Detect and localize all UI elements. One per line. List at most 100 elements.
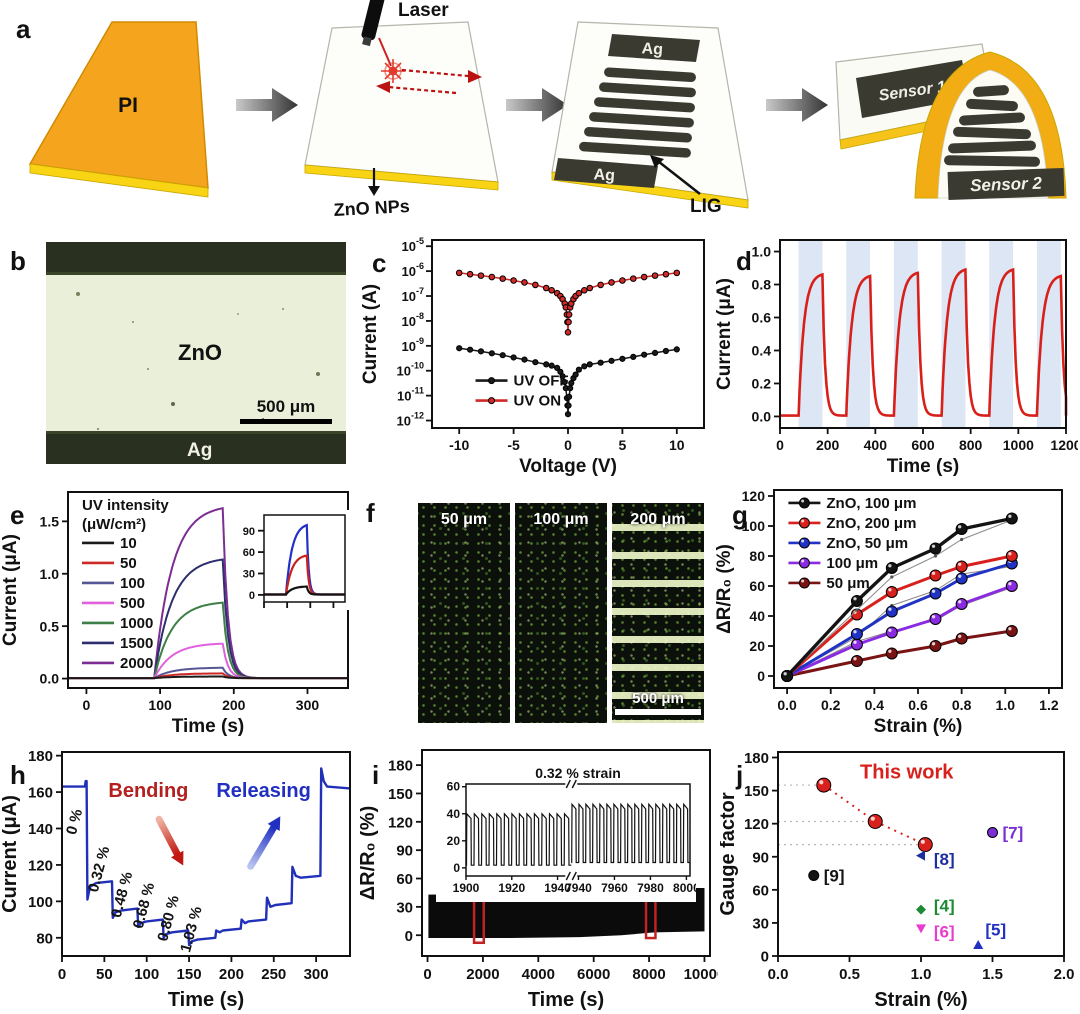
svg-text:0 %: 0 % [63,807,86,836]
svg-text:150: 150 [388,786,413,803]
ag-bottom-label: Ag [593,166,615,184]
svg-text:100: 100 [120,575,145,592]
svg-text:1.0: 1.0 [996,697,1016,713]
ag-electrode-top [608,34,700,62]
svg-text:300: 300 [296,697,320,713]
svg-text:120: 120 [28,857,53,874]
svg-text:Strain (%): Strain (%) [874,989,967,1011]
svg-text:0: 0 [58,966,66,983]
svg-text:0.6: 0.6 [752,310,772,326]
svg-text:[9]: [9] [824,867,845,886]
svg-text:0.2: 0.2 [821,697,841,713]
svg-text:-5: -5 [507,437,520,453]
micrograph-100um: 100 μm [515,503,607,723]
svg-text:0.80 %: 0.80 % [154,894,183,944]
svg-text:0: 0 [757,668,765,684]
lig-label: LIG [690,196,722,217]
svg-text:ZnO, 100 μm: ZnO, 100 μm [826,495,916,512]
svg-text:1.0: 1.0 [911,966,932,983]
zno-layer-label: ZnO [178,339,222,365]
svg-text:10-6: 10-6 [402,261,424,279]
svg-text:[8]: [8] [934,850,955,869]
scale-bar-f: 500 μm [615,690,701,715]
svg-text:0: 0 [564,437,572,453]
svg-text:10-10: 10-10 [397,361,424,379]
svg-text:100: 100 [148,697,172,713]
svg-text:8000: 8000 [673,881,696,895]
svg-text:[4]: [4] [934,896,955,915]
panel-letter-h: h [10,760,26,790]
svg-text:ΔR/R₀ (%): ΔR/R₀ (%) [360,806,379,901]
svg-text:120: 120 [744,816,769,833]
panel-letter-g: g [732,500,748,530]
svg-text:0: 0 [83,697,91,713]
svg-text:10: 10 [120,535,137,552]
svg-text:20: 20 [749,638,765,654]
svg-text:60: 60 [396,871,413,888]
svg-text:Voltage (V): Voltage (V) [519,456,617,477]
ag-layer-bottom: Ag [46,431,346,464]
micrograph-50um-label: 50 μm [440,511,488,528]
panel-j-gauge-factor-chart: This work [9] [8] [7] [4] [6] [5] 0.0 0.5 1.0 1.5 2… [717,742,1078,1012]
svg-text:140: 140 [28,821,53,838]
svg-text:1.0: 1.0 [40,566,60,582]
svg-text:100: 100 [742,518,766,534]
svg-text:Time (s): Time (s) [168,989,244,1011]
svg-text:500: 500 [120,595,145,612]
panel-f-micrographs: 50 μm 100 μm 200 μm 500 μm [360,482,716,738]
sensor2-pad: Sensor 2 [947,167,1065,200]
process-arrow-3 [766,88,828,122]
flexible-sensors: Sensor 1 Sensor 2 [835,43,1067,200]
panel-b-micrograph: ZnO 500 μm Ag [46,242,346,464]
svg-text:7980: 7980 [637,881,664,895]
svg-text:150: 150 [177,966,202,983]
svg-text:1.03 %: 1.03 % [177,905,206,955]
svg-text:Bending: Bending [108,780,188,802]
panel-e-inset-chart: 0 30 60 90 [240,510,350,610]
svg-text:10-8: 10-8 [402,311,424,329]
svg-text:1940: 1940 [544,881,571,895]
svg-text:[6]: [6] [934,923,955,942]
svg-text:[5]: [5] [985,921,1006,940]
svg-text:Time (s): Time (s) [172,716,245,737]
panel-letter-b: b [10,246,26,276]
svg-text:100: 100 [134,966,159,983]
svg-text:60: 60 [752,882,769,899]
svg-text:0: 0 [776,437,784,453]
panel-letter-i: i [372,760,380,790]
svg-text:10: 10 [669,437,685,453]
lig-lines [579,67,696,158]
ag-layer-label: Ag [187,440,213,461]
svg-text:0: 0 [761,949,769,966]
panel-c-iv-chart: -10 -5 0 5 10 10-5 10-6 10-7 10-8 10-9 10-10 10-11 1… [360,232,716,478]
micrograph-50um: 50 μm [418,503,510,723]
svg-text:0.32 % strain: 0.32 % strain [535,765,621,781]
panel-letter-d: d [736,246,752,276]
sensor2-label: Sensor 2 [970,174,1043,196]
svg-text:200: 200 [816,437,840,453]
pi-substrate: PI [28,21,209,198]
svg-text:0.8: 0.8 [952,697,972,713]
svg-text:5: 5 [619,437,627,453]
svg-text:Current (μA): Current (μA) [716,278,735,390]
scale-bar-b-text: 500 μm [256,397,316,416]
svg-text:-10: -10 [449,437,469,453]
svg-text:180: 180 [388,758,413,775]
svg-text:7940: 7940 [565,881,592,895]
svg-text:90: 90 [243,526,255,538]
svg-text:100 μm: 100 μm [826,555,878,572]
svg-text:60: 60 [749,578,765,594]
svg-text:Gauge factor: Gauge factor [720,792,739,916]
svg-text:4000: 4000 [522,966,555,983]
zno-nps-label: ZnO NPs [333,196,410,220]
svg-text:200: 200 [222,697,246,713]
laser-spot-icon [381,59,405,83]
svg-text:Current (μA): Current (μA) [2,534,21,646]
svg-text:10-5: 10-5 [402,236,424,254]
process-arrow-2 [506,88,568,122]
svg-text:UV ON: UV ON [514,393,562,410]
svg-text:60: 60 [243,547,255,559]
svg-text:This work: This work [860,762,954,784]
svg-text:0.4: 0.4 [752,343,772,359]
